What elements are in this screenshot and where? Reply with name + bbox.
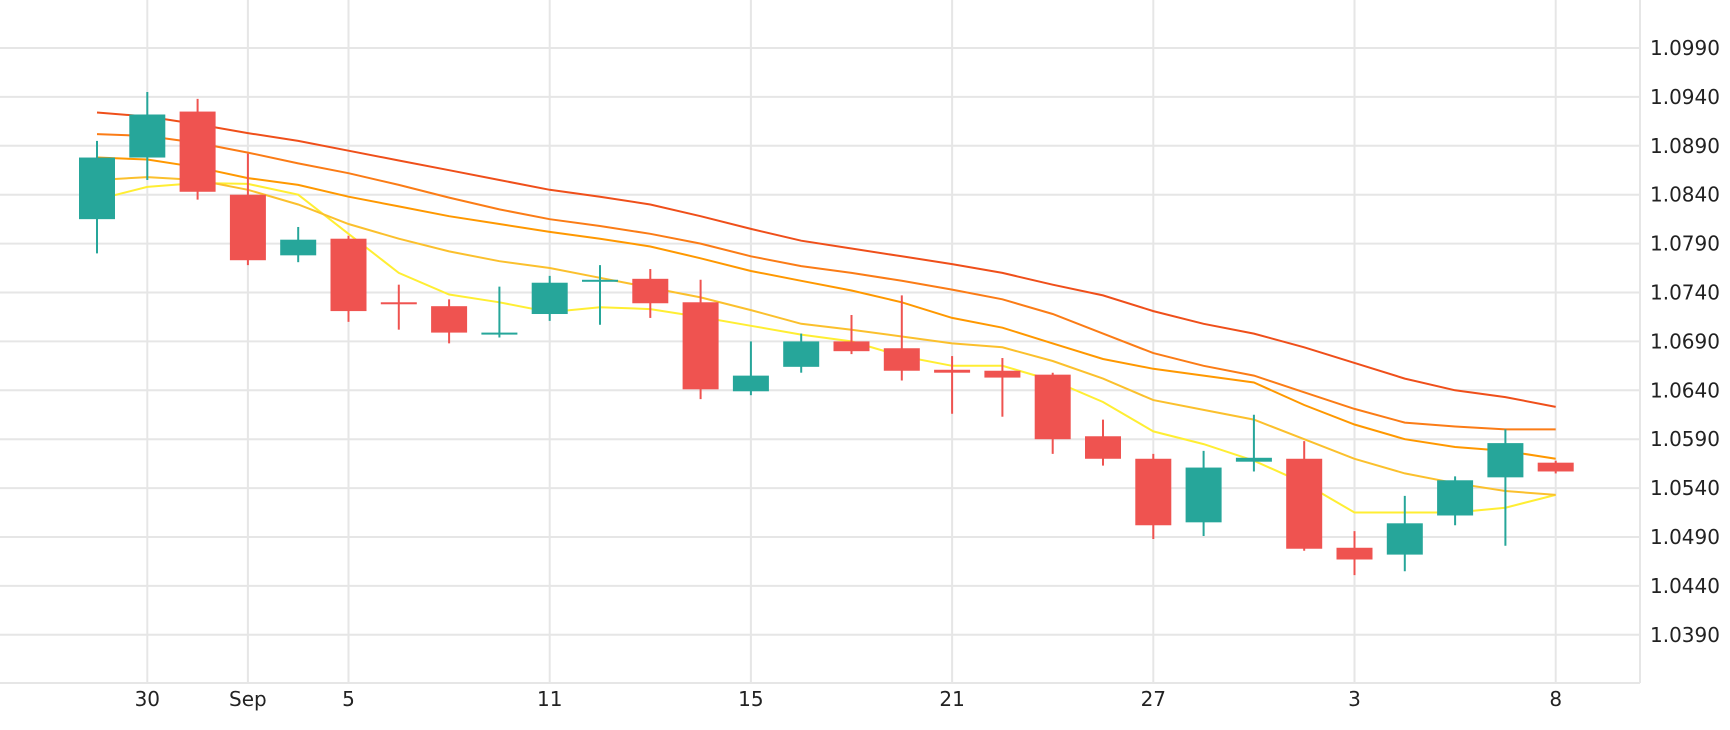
- x-tick-label: 11: [537, 687, 562, 711]
- candle: [984, 358, 1021, 417]
- candle: [1487, 429, 1524, 546]
- candle: [179, 98, 216, 200]
- candle: [1286, 441, 1323, 551]
- candle-body: [1034, 374, 1071, 440]
- candle-body: [783, 341, 820, 367]
- candle: [732, 341, 769, 396]
- x-tick-label: 8: [1549, 687, 1562, 711]
- candle: [833, 314, 870, 355]
- candle: [1135, 453, 1172, 539]
- candle-body: [1336, 547, 1373, 560]
- moving-average-line-2: [96, 176, 1556, 496]
- x-axis: 30 Sep 5 11 15 21 27 3 8: [135, 687, 1562, 711]
- candle: [380, 284, 417, 330]
- candle: [682, 279, 719, 400]
- candle: [129, 92, 166, 181]
- candle: [1386, 495, 1423, 572]
- candle-body: [1135, 458, 1172, 526]
- candle-body: [1487, 443, 1524, 478]
- candle: [1185, 450, 1222, 537]
- candle-body: [1235, 457, 1272, 462]
- y-tick-label: 1.0490: [1650, 525, 1720, 549]
- candle-body: [179, 111, 216, 192]
- y-tick-label: 1.0990: [1650, 36, 1720, 60]
- x-tick-label: 27: [1141, 687, 1166, 711]
- y-tick-label: 1.0640: [1650, 378, 1720, 402]
- grid-lines: [0, 0, 1641, 684]
- x-tick-label: 5: [342, 687, 355, 711]
- y-tick-label: 1.0840: [1650, 183, 1720, 207]
- y-tick-label: 1.0540: [1650, 476, 1720, 500]
- candle-body: [1386, 523, 1423, 555]
- candle: [330, 235, 367, 322]
- candle-body: [330, 238, 367, 312]
- candle: [1085, 419, 1121, 466]
- x-tick-label: 3: [1348, 687, 1361, 711]
- candle-body: [129, 114, 166, 158]
- candle-body: [1437, 480, 1474, 516]
- candle-body: [1085, 436, 1121, 459]
- x-tick-label: 21: [939, 687, 964, 711]
- candle-body: [481, 332, 518, 335]
- candle-body: [732, 375, 769, 392]
- candle: [79, 140, 115, 254]
- y-axis: 1.0990 1.0940 1.0890 1.0840 1.0790 1.0740 1.06…: [1650, 36, 1720, 647]
- candle: [1034, 372, 1071, 454]
- candle: [883, 295, 920, 381]
- candle: [1336, 531, 1373, 576]
- candle: [632, 269, 669, 318]
- y-tick-label: 1.0790: [1650, 232, 1720, 256]
- x-tick-label: 15: [738, 687, 763, 711]
- candle: [431, 299, 468, 344]
- y-tick-label: 1.0690: [1650, 329, 1720, 353]
- y-tick-label: 1.0390: [1650, 623, 1720, 647]
- candle-body: [380, 302, 417, 305]
- candle-body: [582, 279, 618, 282]
- y-tick-label: 1.0890: [1650, 134, 1720, 158]
- candle-body: [934, 369, 971, 373]
- moving-average-line-3: [96, 156, 1556, 460]
- candle: [1235, 414, 1272, 472]
- candle: [280, 226, 317, 263]
- moving-average-lines: [96, 111, 1556, 514]
- y-tick-label: 1.0740: [1650, 281, 1720, 305]
- candle: [934, 356, 971, 414]
- candle: [481, 286, 518, 338]
- moving-average-line-4: [96, 133, 1556, 431]
- candle-body: [682, 302, 719, 390]
- candle: [229, 153, 266, 266]
- candle-body: [984, 370, 1021, 378]
- candle: [582, 265, 618, 325]
- candle-body: [1537, 462, 1574, 472]
- y-tick-label: 1.0940: [1650, 85, 1720, 109]
- x-tick-label: 30: [135, 687, 160, 711]
- candle-body: [280, 239, 317, 256]
- x-tick-label: Sep: [229, 687, 267, 711]
- candle-body: [431, 306, 468, 333]
- candle-body: [833, 341, 870, 352]
- candle-body: [632, 278, 669, 304]
- moving-average-line-1: [96, 181, 1556, 514]
- moving-average-line-5: [96, 111, 1556, 408]
- candle-body: [1286, 458, 1323, 549]
- candle: [531, 275, 568, 321]
- y-tick-label: 1.0440: [1650, 574, 1720, 598]
- candle-body: [531, 282, 568, 315]
- candle-body: [1185, 467, 1222, 523]
- candle: [1537, 460, 1574, 474]
- candle-body: [229, 194, 266, 261]
- candle-body: [79, 157, 115, 220]
- candle-body: [883, 348, 920, 371]
- y-tick-label: 1.0590: [1650, 427, 1720, 451]
- candles: [79, 92, 1574, 576]
- candle: [1437, 476, 1474, 526]
- candle: [783, 333, 820, 373]
